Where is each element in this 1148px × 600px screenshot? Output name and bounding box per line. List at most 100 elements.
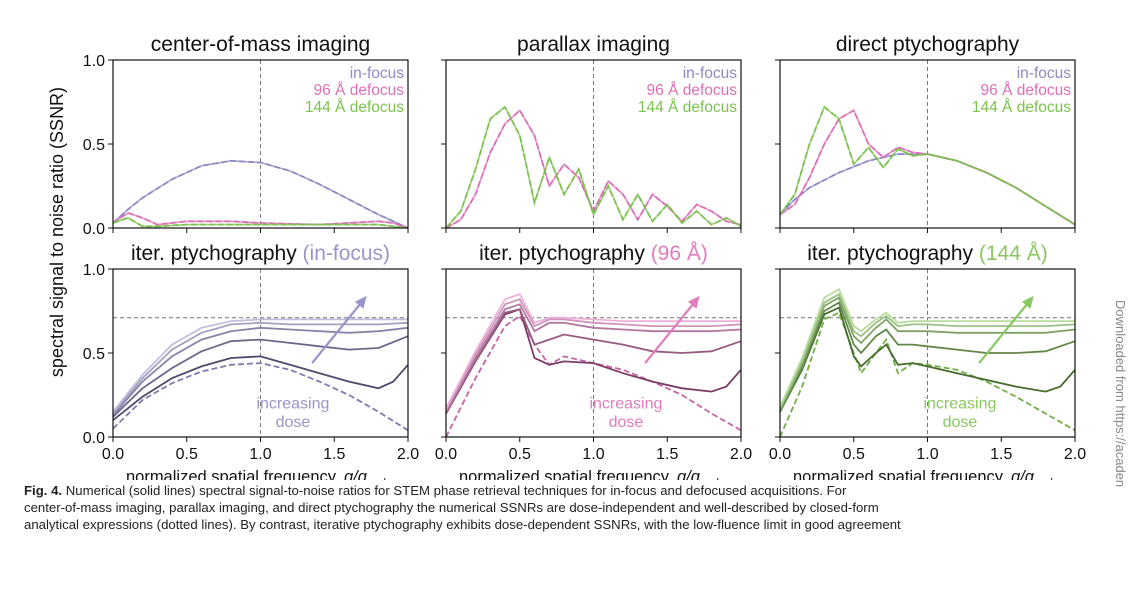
x-tick-label: 2.0 [397,446,419,463]
series-line-5 [779,287,1075,408]
legend-entry: in-focus [683,65,738,82]
x-axis-label-sub: probe [699,477,728,480]
x-tick-label: 1.0 [582,446,604,463]
download-watermark: Downloaded from https://acaden [1113,300,1128,488]
figure-caption: Fig. 4. Numerical (solid lines) spectral… [24,482,1104,533]
series-line-5 [112,318,408,413]
series-line-1 [779,306,1076,413]
y-tick-label: 1.0 [83,53,105,70]
x-tick-label: 0.0 [769,446,791,463]
y-tick-label: 0.0 [83,430,105,447]
chart-title-suffix: (144 Å) [973,242,1048,265]
legend-entry: in-focus [350,65,405,82]
chart-title: iter. ptychography (96 Å) [479,242,708,265]
chart-title-main: direct ptychography [836,33,1020,56]
x-axis-label-q: q/q [677,468,701,480]
chart-panel-1: 0.0 0.5 1.0 center-of-mass imaging in-focus9… [83,33,409,238]
series-line-4 [445,298,742,411]
x-tick-label: 1.5 [323,446,345,463]
series-dashed-2 [112,211,409,229]
annotation-dose: dose [609,414,644,431]
x-axis-label-q: q/q [1011,468,1035,480]
x-axis-label-text: normalized spatial frequency, [459,468,677,480]
chart-title: iter. ptychography (in-focus) [131,242,390,265]
series-dashed-1 [445,108,742,229]
x-axis-label: normalized spatial frequency, q/qprobe [126,468,395,480]
chart-title-main: iter. ptychography [807,242,973,265]
series-line-4 [779,292,1076,409]
x-tick-label: 0.5 [843,446,865,463]
series-line-2 [445,105,742,229]
series-dashed-analytic [445,314,742,438]
caption-label: Fig. 4. [24,483,63,498]
caption-line-2: center-of-mass imaging, parallax imaging… [24,500,879,515]
chart-panel-4: 0.0 0.5 1.0 0.0 0.5 1.0 1.5 2.0 iter. ptychograp… [83,242,419,480]
annotation-increasing: increasing [256,395,329,412]
caption-line-3: analytical expressions (dotted lines). B… [24,517,901,532]
annotation-increasing: increasing [923,395,996,412]
chart-title-main: center-of-mass imaging [151,33,370,56]
legend-entry: 96 Å defocus [314,82,405,99]
legend-entry: 96 Å defocus [981,82,1072,99]
chart-title-main: parallax imaging [517,33,670,56]
chart-title-suffix: (96 Å) [645,242,708,265]
arrowhead [1021,295,1034,309]
x-tick-label: 2.0 [1064,446,1086,463]
x-tick-label: 1.0 [916,446,938,463]
legend-entry: 144 Å defocus [972,99,1071,116]
series-line-3 [779,296,1076,411]
x-axis-label: normalized spatial frequency, q/qprobe [459,468,728,480]
x-tick-label: 1.0 [249,446,271,463]
x-tick-label: 0.0 [435,446,457,463]
increasing-dose-arrow [644,300,697,364]
legend-entry: in-focus [1017,65,1072,82]
legend-entry: 144 Å defocus [638,99,737,116]
legend-entry: 144 Å defocus [305,99,404,116]
series-line-5 [445,293,741,409]
chart-title: center-of-mass imaging [151,33,370,56]
series-line-2 [779,301,1076,413]
increasing-dose-arrow [311,300,364,364]
chart-title-main: iter. ptychography [479,242,645,265]
chart-title-main: iter. ptychography [131,242,297,265]
x-tick-label: 2.0 [730,446,752,463]
series-line-3 [112,326,409,416]
increasing-dose-arrow [978,300,1031,364]
x-axis-label-text: normalized spatial frequency, [793,468,1011,480]
chart-title: iter. ptychography (144 Å) [807,242,1047,265]
x-axis-label-text: normalized spatial frequency, [126,468,344,480]
x-tick-label: 0.5 [176,446,198,463]
chart-panel-5: 0.0 0.5 1.0 1.5 2.0 iter. ptychography (96 Å)… [435,242,752,480]
x-axis-label-sub: probe [1033,477,1062,480]
x-tick-label: 1.5 [990,446,1012,463]
y-axis-label: spectral signal to noise ratio (SSNR) [47,87,67,377]
y-tick-label: 1.0 [83,262,105,279]
chart-panel-6: 0.0 0.5 1.0 1.5 2.0 iter. ptychography (144 Å… [769,242,1086,480]
ssnr-figure: spectral signal to noise ratio (SSNR) 0.… [47,33,1086,480]
x-axis-label-sub: probe [366,477,395,480]
arrowhead [354,295,367,309]
y-tick-label: 0.0 [83,221,105,238]
series-line-2 [445,308,742,414]
x-tick-label: 1.5 [656,446,678,463]
chart-title-suffix: (in-focus) [297,242,390,265]
x-axis-label: normalized spatial frequency, q/qprobe [793,468,1062,480]
annotation-dose: dose [943,414,978,431]
chart-title: parallax imaging [517,33,670,56]
series-line-4 [112,321,409,415]
x-tick-label: 0.0 [102,446,124,463]
series-line-3 [445,303,742,413]
series-dashed-analytic [112,362,409,432]
annotation-increasing: increasing [589,395,662,412]
y-tick-label: 0.5 [83,137,105,154]
annotation-dose: dose [276,414,311,431]
series-dashed-3 [112,216,409,229]
x-tick-label: 0.5 [509,446,531,463]
series-line-1 [112,159,409,229]
series-line-1 [445,308,742,414]
legend-entry: 96 Å defocus [647,82,738,99]
x-axis-label-q: q/q [344,468,368,480]
series-dashed-3 [779,105,1076,226]
chart-title: direct ptychography [836,33,1020,56]
